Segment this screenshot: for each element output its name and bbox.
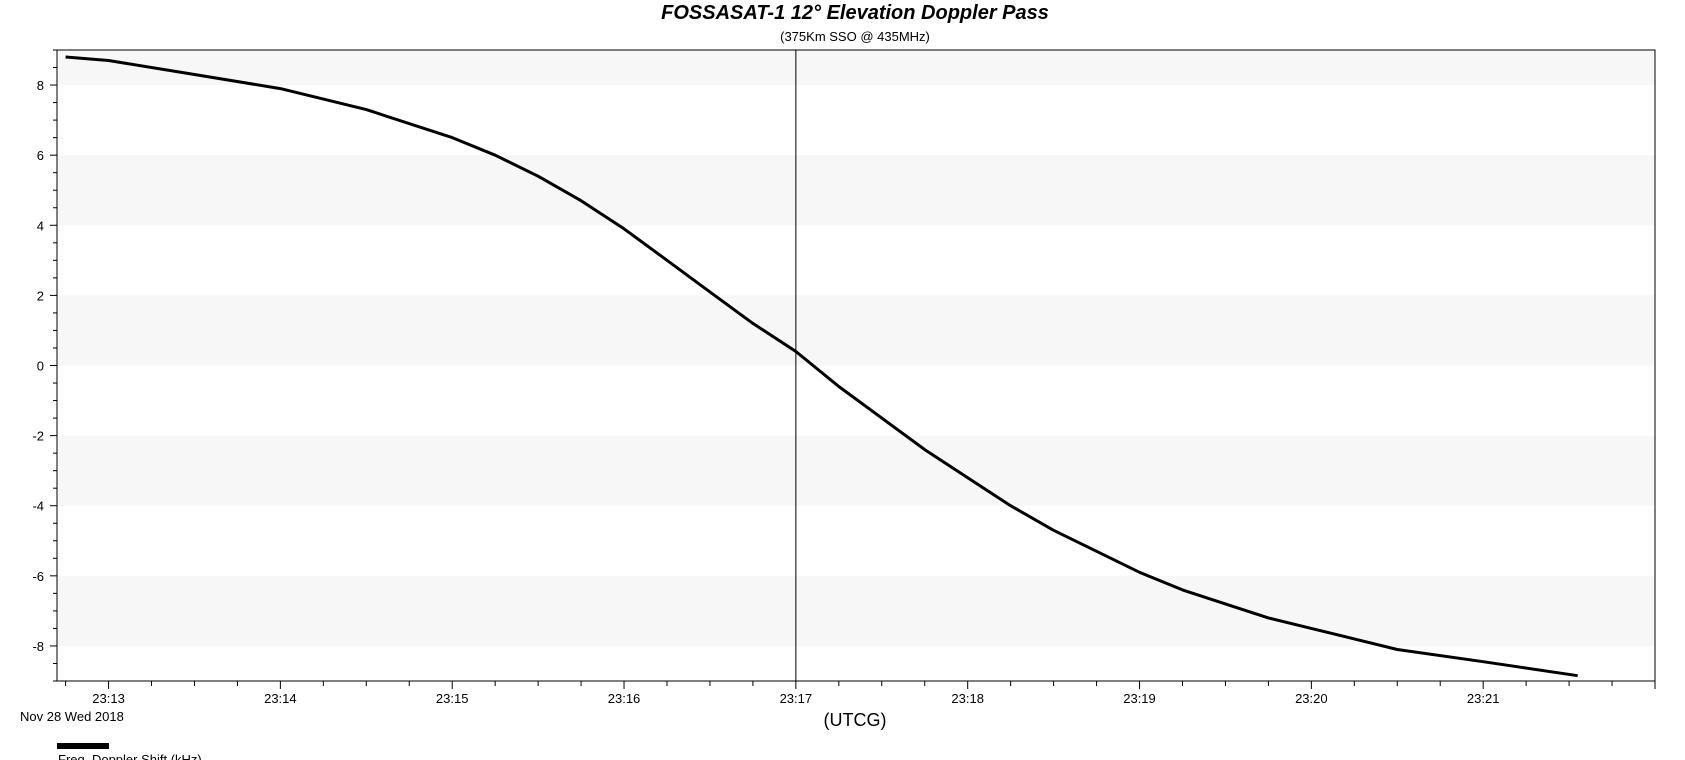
y-tick-label: -6 (32, 569, 44, 584)
y-tick-label: 2 (37, 288, 44, 303)
y-tick-label: 0 (37, 359, 44, 374)
legend-label: Freq. Doppler Shift (kHz) (58, 752, 202, 760)
grid-band (57, 50, 1655, 86)
x-tick-label: 23:21 (1467, 691, 1500, 706)
x-tick-label: 23:14 (264, 691, 297, 706)
grid-band (57, 295, 1655, 366)
y-tick-label: 4 (37, 218, 44, 233)
plot-frame (56, 49, 1656, 682)
y-tick-label: -8 (32, 639, 44, 654)
x-tick-label: 23:15 (436, 691, 469, 706)
y-tick-label: -4 (32, 499, 44, 514)
grid-band (57, 435, 1655, 506)
y-tick-label: 8 (37, 78, 44, 93)
grid-band (57, 575, 1655, 646)
x-axis-label: (UTCG) (824, 710, 887, 730)
y-tick-label: -2 (32, 429, 44, 444)
legend: Freq. Doppler Shift (kHz) (57, 743, 202, 760)
x-tick-label: 23:20 (1295, 691, 1328, 706)
x-tick-label: 23:19 (1123, 691, 1156, 706)
date-label: Nov 28 Wed 2018 (20, 709, 124, 724)
series-line-doppler-shift (65, 55, 1578, 678)
grid-band (57, 155, 1655, 226)
grid-bands (57, 50, 1655, 646)
x-tick-label: 23:13 (92, 691, 125, 706)
x-tick-label: 23:18 (951, 691, 984, 706)
x-axis: 23:13 23:14 23:15 23:16 23:17 23:18 23:19 23:20… (65, 681, 1656, 706)
y-tick-label: 6 (37, 148, 44, 163)
chart-title: FOSSASAT-1 12° Elevation Doppler Pass (661, 2, 1049, 24)
x-tick-label: 23:17 (780, 691, 813, 706)
x-tick-label: 23:16 (608, 691, 641, 706)
chart-subtitle: (375Km SSO @ 435MHz) (780, 29, 930, 44)
y-axis: 8 6 4 2 0 -2 -4 -6 -8 (32, 49, 57, 682)
